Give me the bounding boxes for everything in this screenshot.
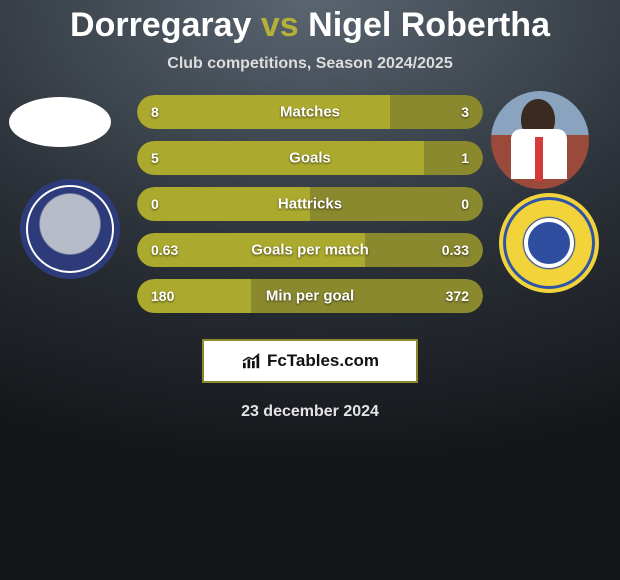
watermark-text: FcTables.com [267,351,379,371]
jersey-stripe [535,137,543,181]
stat-row: 51Goals [137,141,483,175]
stat-row: 180372Min per goal [137,279,483,313]
stat-label: Goals per match [137,242,483,259]
stat-label: Matches [137,104,483,121]
stat-rows: 83Matches 51Goals 00Hattricks 0.630.33Goals… [137,95,483,325]
subtitle: Club competitions, Season 2024/2025 [0,55,620,73]
player-right-name: Nigel Robertha [308,6,550,44]
stat-row: 0.630.33Goals per match [137,233,483,267]
stat-row: 83Matches [137,95,483,129]
watermark-box[interactable]: FcTables.com [202,339,418,383]
club-crest-right [499,193,599,293]
player-left-name: Dorregaray [70,6,251,44]
title-vs: vs [261,6,299,44]
player-right-avatar [491,91,589,189]
chart-icon [241,352,263,370]
main-area: 83Matches 51Goals 00Hattricks 0.630.33Goals… [0,95,620,325]
stat-label: Min per goal [137,288,483,305]
stat-label: Hattricks [137,196,483,213]
stat-row: 00Hattricks [137,187,483,221]
player-left-avatar [9,97,111,147]
club-crest-left [20,179,120,279]
content-wrapper: Dorregaray vs Nigel Robertha Club compet… [0,0,620,580]
stat-label: Goals [137,150,483,167]
date-line: 23 december 2024 [0,403,620,421]
comparison-title: Dorregaray vs Nigel Robertha [0,6,620,45]
